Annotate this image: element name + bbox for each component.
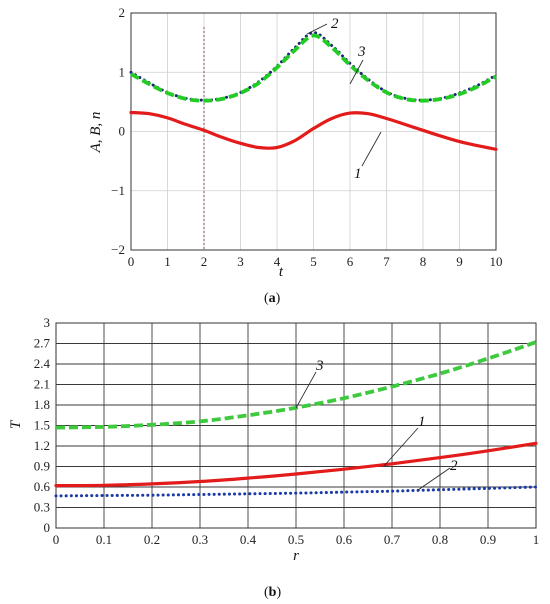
x-tick-label: 6 (347, 254, 354, 269)
series-line-1 (129, 110, 498, 151)
y-tick-label: 1 (119, 64, 126, 79)
series-line-3 (130, 33, 497, 103)
x-tick-label: 0.1 (96, 532, 112, 547)
curve-label-1: 1 (354, 166, 362, 182)
x-tick-label: 5 (310, 254, 317, 269)
y-tick-label: 0 (44, 520, 51, 535)
annotation-leader (306, 23, 328, 35)
curve-label-3: 3 (315, 358, 324, 374)
x-axis-label: t (279, 264, 284, 280)
y-tick-label: 1.2 (34, 438, 50, 453)
panel-a-caption: (a) (264, 291, 281, 306)
x-tick-label: 1 (164, 254, 171, 269)
x-tick-label: 0 (128, 254, 135, 269)
curve-label-1: 1 (418, 414, 426, 430)
annotation-leader (417, 467, 451, 491)
y-tick-label: −1 (111, 183, 125, 198)
x-tick-label: 0.5 (288, 532, 304, 547)
x-tick-label: 1 (533, 532, 540, 547)
plot-frame (55, 322, 537, 529)
x-tick-label: 8 (420, 254, 427, 269)
annotation-leader (295, 371, 317, 409)
y-tick-label: 0.6 (34, 479, 51, 494)
x-tick-label: 3 (237, 254, 244, 269)
y-tick-label: 0.3 (34, 500, 50, 515)
y-tick-label: 1.8 (34, 397, 50, 412)
series-line-1 (54, 441, 538, 488)
annotation-leader (361, 131, 382, 167)
annotation-leader (383, 427, 419, 467)
x-tick-label: 0.7 (384, 532, 401, 547)
x-tick-label: 0.9 (480, 532, 496, 547)
x-tick-label: 0.4 (240, 532, 257, 547)
x-tick-label: 0.6 (336, 532, 353, 547)
annotation-leader (349, 59, 364, 85)
y-tick-label: 2.1 (34, 377, 50, 392)
curve-label-2: 2 (331, 16, 339, 32)
x-tick-label: 0.2 (144, 532, 160, 547)
curve-label-2: 2 (450, 458, 458, 474)
y-tick-label: −2 (111, 242, 125, 257)
x-tick-label: 9 (456, 254, 463, 269)
y-tick-label: 2.4 (34, 356, 51, 371)
y-tick-label: 0.9 (34, 459, 50, 474)
series-line-2 (54, 485, 538, 498)
x-tick-label: 0.8 (432, 532, 448, 547)
x-tick-label: 7 (383, 254, 390, 269)
y-tick-label: 3 (44, 315, 51, 330)
plot-frame (130, 12, 497, 251)
curve-label-3: 3 (357, 44, 366, 60)
x-tick-label: 10 (490, 254, 503, 269)
y-axis-label: T (8, 419, 24, 429)
panel-b-caption: (b) (264, 585, 281, 600)
y-tick-label: 1.5 (34, 418, 50, 433)
x-axis-label: r (293, 548, 299, 564)
x-tick-label: 4 (274, 254, 281, 269)
y-tick-label: 0 (119, 124, 126, 139)
x-tick-label: 2 (201, 254, 208, 269)
x-tick-label: 0 (53, 532, 60, 547)
y-axis-label: A, B, n (88, 112, 104, 154)
y-tick-label: 2.7 (34, 336, 51, 351)
panel-b-chart: 0 0.1 0.2 0.3 0.4 0.5 0.6 0.7 0.8 0.9 1 3 2.7 2.4 2.1 1… (8, 315, 539, 564)
x-tick-label: 0.3 (192, 532, 208, 547)
y-tick-label: 2 (119, 5, 126, 20)
